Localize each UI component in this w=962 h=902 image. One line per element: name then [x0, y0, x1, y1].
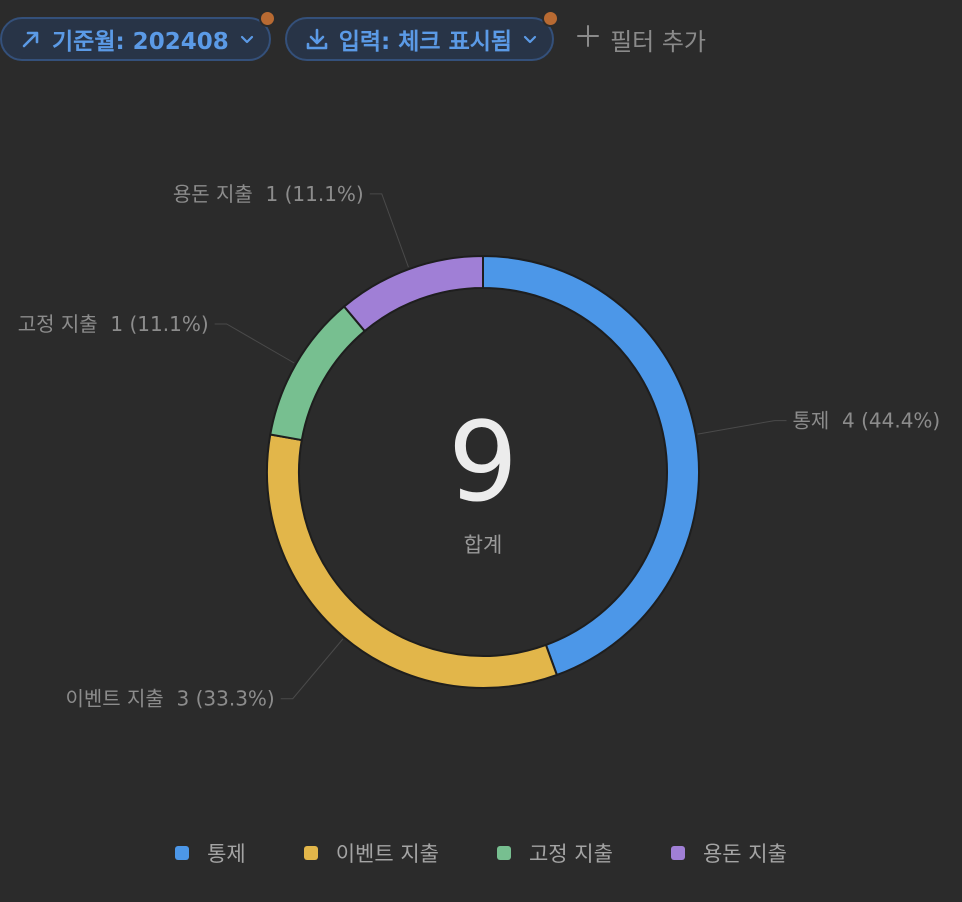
slice-label-이벤트-지출: 이벤트 지출 3 (33.3%)	[65, 687, 274, 711]
slice-label-통제: 통제 4 (44.4%)	[793, 409, 941, 433]
chart-total: 9	[448, 398, 518, 526]
legend-swatch	[670, 846, 685, 860]
active-filter-badge	[542, 10, 560, 27]
slice-label-고정-지출: 고정 지출 1 (11.1%)	[18, 312, 209, 336]
add-filter-button[interactable]: 필터 추가	[576, 22, 706, 57]
slice-leader-line	[369, 193, 409, 268]
month-filter-label: 기준월: 202408	[52, 29, 229, 55]
chevron-down-icon	[239, 31, 255, 47]
filter-bar: 기준월: 202408 입력: 체크 표시됨 필터 추가	[0, 10, 706, 64]
legend-label: 통제	[207, 842, 246, 866]
slice-leader-line	[697, 420, 787, 435]
legend-swatch	[496, 846, 511, 860]
month-filter-chip[interactable]: 기준월: 202408	[0, 10, 276, 61]
arrow-up-right-icon	[20, 28, 42, 50]
chart-total-label: 합계	[464, 533, 503, 557]
active-filter-badge	[258, 10, 276, 27]
legend-item-이벤트-지출[interactable]: 이벤트 지출	[303, 838, 439, 868]
input-filter-label: 입력: 체크 표시됨	[338, 29, 513, 55]
donut-chart: 통제 4 (44.4%) 이벤트 지출 3 (33.3%) 고정 지출 1 (11.…	[18, 182, 941, 711]
chevron-down-icon	[522, 31, 538, 47]
donut-slice-용돈-지출[interactable]	[342, 254, 484, 333]
legend-item-용돈-지출[interactable]: 용돈 지출	[670, 838, 787, 868]
legend-swatch	[303, 846, 318, 860]
chart-legend: 통제 이벤트 지출 고정 지출 용돈 지출	[0, 838, 962, 868]
download-icon	[305, 27, 329, 51]
legend-item-통제[interactable]: 통제	[175, 838, 246, 868]
plus-icon	[576, 24, 600, 54]
legend-label: 고정 지출	[528, 842, 613, 866]
donut-slice-고정-지출[interactable]	[269, 305, 367, 442]
legend-item-고정-지출[interactable]: 고정 지출	[496, 838, 613, 868]
legend-label: 용돈 지출	[702, 842, 787, 866]
slice-leader-line	[280, 638, 344, 700]
slice-leader-line	[214, 323, 295, 364]
legend-swatch	[175, 846, 190, 860]
slice-label-용돈-지출: 용돈 지출 1 (11.1%)	[173, 182, 364, 206]
add-filter-label: 필터 추가	[610, 27, 707, 56]
input-filter-chip[interactable]: 입력: 체크 표시됨	[284, 10, 560, 61]
legend-label: 이벤트 지출	[335, 842, 439, 866]
